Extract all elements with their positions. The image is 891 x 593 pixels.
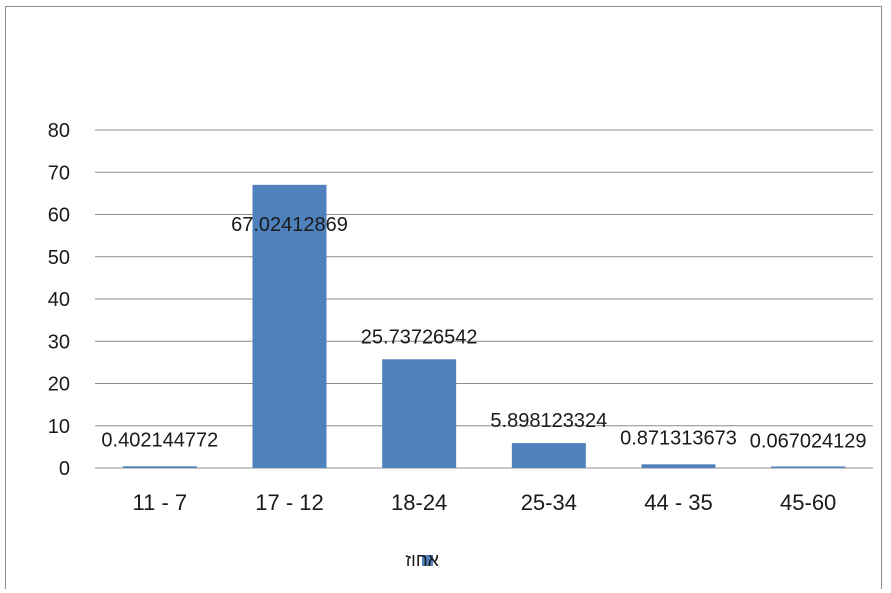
y-tick-label: 0 <box>59 458 70 480</box>
bars <box>122 184 846 468</box>
data-label: 0.402144772 <box>101 429 218 451</box>
bar <box>771 466 846 468</box>
y-tick-label: 20 <box>48 374 70 396</box>
y-tick-label: 70 <box>48 162 70 184</box>
bar <box>382 359 457 468</box>
y-tick-label: 60 <box>48 205 70 227</box>
legend-label: אחוז <box>405 550 439 570</box>
bar <box>122 466 197 468</box>
x-tick-label: 18-24 <box>391 490 447 515</box>
chart-frame <box>5 6 882 589</box>
x-tick-label: 45-60 <box>780 490 836 515</box>
y-tick-label: 40 <box>48 289 70 311</box>
y-tick-label: 30 <box>48 331 70 353</box>
gridlines <box>95 129 873 469</box>
bar <box>252 184 327 468</box>
data-label: 67.02412869 <box>231 214 348 236</box>
x-tick-label: 44 - 35 <box>644 490 713 515</box>
legend-swatch <box>422 555 433 566</box>
data-label: 25.73726542 <box>361 326 478 348</box>
data-label: 0.067024129 <box>750 431 867 453</box>
x-tick-label: 11 - 7 <box>133 490 188 515</box>
legend: אחוז <box>405 550 439 570</box>
y-axis-tick-labels: 0 10 20 30 40 50 60 70 80 <box>48 120 70 480</box>
data-label: 0.871313673 <box>620 427 737 449</box>
y-tick-label: 10 <box>48 416 70 438</box>
x-axis-tick-labels: 11 - 7 17 - 12 18-24 25-34 44 - 35 45-60 <box>133 490 837 515</box>
x-tick-label: 25-34 <box>521 490 577 515</box>
data-label: 5.898123324 <box>490 410 607 432</box>
data-labels: 0.402144772 67.02412869 25.73726542 5.89812… <box>101 214 866 453</box>
x-tick-label: 17 - 12 <box>255 490 324 515</box>
bar <box>511 443 586 468</box>
bar <box>641 464 716 468</box>
y-tick-label: 50 <box>48 247 70 269</box>
y-tick-label: 80 <box>48 120 70 142</box>
